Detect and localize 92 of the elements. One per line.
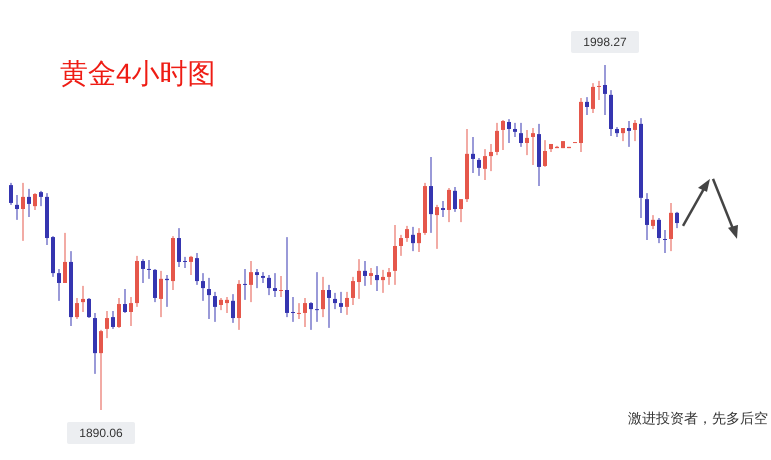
candlestick	[357, 258, 361, 300]
candlestick	[543, 140, 547, 168]
candlestick	[351, 276, 355, 306]
candlestick	[141, 258, 145, 284]
candlestick	[387, 267, 391, 286]
candlestick	[297, 302, 301, 320]
candlestick	[15, 194, 19, 220]
candlestick	[459, 198, 463, 223]
candlestick	[279, 275, 283, 298]
candlestick	[675, 211, 679, 229]
candlestick	[663, 230, 667, 254]
candlestick	[363, 260, 367, 286]
candlestick	[207, 277, 211, 320]
candlestick	[267, 274, 271, 296]
candlestick	[603, 65, 607, 116]
candlestick	[87, 297, 91, 319]
candlestick	[615, 126, 619, 138]
candlestick	[159, 270, 163, 318]
candlestick	[339, 291, 343, 314]
candlestick	[315, 272, 319, 322]
candlestick	[327, 284, 331, 328]
candlestick	[447, 187, 451, 223]
candlestick	[75, 297, 79, 320]
candlestick	[519, 122, 523, 148]
candlestick	[591, 82, 595, 114]
candlestick	[291, 296, 295, 322]
candlestick	[183, 256, 187, 268]
candlestick	[405, 225, 409, 242]
annotation: 1890.06	[79, 426, 123, 440]
candlestick	[219, 297, 223, 311]
candlestick	[21, 182, 25, 242]
candlestick	[147, 260, 151, 280]
candlestick	[483, 148, 487, 180]
annotation: 激进投资者，先多后空	[628, 410, 768, 428]
candlestick	[321, 276, 325, 318]
candlestick	[249, 260, 253, 303]
candlestick	[33, 192, 37, 210]
candlestick	[273, 272, 277, 298]
candlestick	[411, 226, 415, 252]
candlestick	[627, 120, 631, 148]
candlestick	[189, 255, 193, 276]
candlestick	[39, 190, 43, 207]
candlestick	[375, 266, 379, 292]
candlestick	[99, 329, 103, 410]
candlestick	[501, 120, 505, 151]
candlestick	[285, 236, 289, 318]
candlestick	[441, 200, 445, 218]
candlestick	[9, 182, 13, 206]
candlestick	[255, 268, 259, 289]
candlestick	[261, 272, 265, 284]
candlestick	[417, 228, 421, 253]
candlestick	[129, 296, 133, 327]
candlestick	[495, 122, 499, 156]
candlestick	[381, 269, 385, 294]
candlestick	[27, 188, 31, 218]
candlestick	[63, 232, 67, 284]
candlestick	[345, 291, 349, 316]
candlestick	[399, 234, 403, 256]
candlestick	[369, 267, 373, 286]
candlestick	[585, 96, 589, 116]
candlestick	[195, 252, 199, 286]
candlestick	[471, 136, 475, 174]
candlestick	[81, 285, 85, 312]
candlestick	[477, 158, 481, 176]
candlestick	[651, 214, 655, 230]
candlestick	[507, 118, 511, 144]
candlestick	[525, 129, 529, 156]
candlestick	[435, 204, 439, 250]
candlestick	[657, 217, 661, 244]
candlestick	[57, 268, 61, 302]
candlestick	[177, 228, 181, 268]
candlestick	[597, 80, 601, 100]
candlestick	[333, 292, 337, 310]
candlestick	[633, 120, 637, 142]
candlestick	[117, 297, 121, 328]
candlestick	[453, 186, 457, 212]
candlestick	[621, 128, 625, 142]
candlestick	[123, 288, 127, 314]
candlestick	[243, 268, 247, 300]
candlestick	[303, 297, 307, 328]
candlestick	[531, 128, 535, 166]
candlestick	[489, 143, 493, 172]
candlestick	[201, 272, 205, 302]
candlestick	[231, 294, 235, 324]
candlestick	[225, 296, 229, 314]
candlestick	[111, 310, 115, 330]
candlestick	[513, 122, 517, 138]
candlestick	[105, 310, 109, 339]
chart-title: 黄金4小时图	[60, 57, 216, 91]
candlestick	[213, 291, 217, 322]
annotation: 1998.27	[583, 35, 627, 49]
candlestick	[309, 302, 313, 330]
